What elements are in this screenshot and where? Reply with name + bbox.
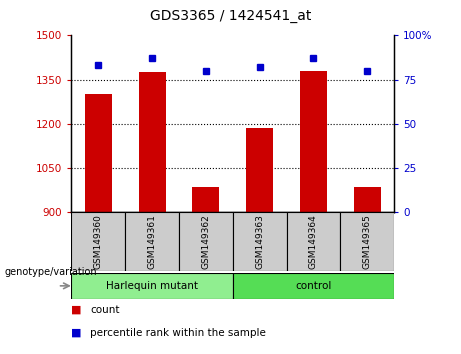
Text: GSM149363: GSM149363: [255, 214, 264, 269]
Bar: [193, 187, 219, 212]
Text: GSM149364: GSM149364: [309, 214, 318, 269]
Text: percentile rank within the sample: percentile rank within the sample: [90, 328, 266, 338]
Bar: [125, 212, 179, 271]
Bar: [179, 212, 233, 271]
Text: ■: ■: [71, 328, 82, 338]
Bar: [354, 187, 381, 212]
Bar: [71, 212, 125, 271]
Bar: [233, 273, 394, 299]
Text: GSM149360: GSM149360: [94, 214, 103, 269]
Bar: [71, 273, 233, 299]
Bar: [85, 95, 112, 212]
Text: GSM149362: GSM149362: [201, 214, 210, 269]
Text: control: control: [296, 281, 331, 291]
Bar: [233, 212, 287, 271]
Text: GSM149365: GSM149365: [363, 214, 372, 269]
Bar: [246, 128, 273, 212]
Text: Harlequin mutant: Harlequin mutant: [106, 281, 198, 291]
Bar: [340, 212, 394, 271]
Text: GDS3365 / 1424541_at: GDS3365 / 1424541_at: [150, 9, 311, 23]
Text: ■: ■: [71, 305, 82, 315]
Bar: [300, 71, 327, 212]
Text: GSM149361: GSM149361: [148, 214, 157, 269]
Bar: [139, 72, 165, 212]
Text: genotype/variation: genotype/variation: [5, 267, 97, 277]
Text: count: count: [90, 305, 119, 315]
Bar: [287, 212, 340, 271]
